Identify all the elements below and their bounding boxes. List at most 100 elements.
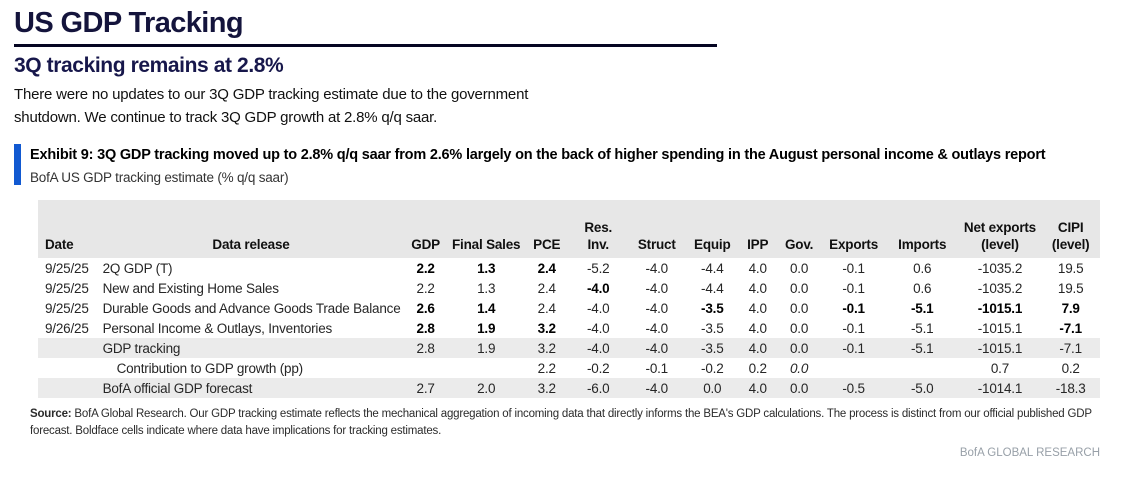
cell-equip: -4.4 bbox=[701, 280, 724, 296]
intro-line-1: There were no updates to our 3Q GDP trac… bbox=[14, 85, 529, 103]
cell-cipi: 19.5 bbox=[1057, 280, 1084, 296]
cell-res_inv: -4.0 bbox=[586, 280, 610, 296]
table-row: 9/25/25 2Q GDP (T) 2.2 1.3 2.4 -5.2 -4.0 -4.4 4.… bbox=[38, 258, 1100, 278]
cell-final_sales: 1.9 bbox=[447, 338, 525, 359]
cell-final_sales: 1.4 bbox=[477, 300, 496, 316]
cell-imports: 0.6 bbox=[913, 260, 932, 276]
column-header-date: Date bbox=[38, 200, 99, 259]
brand-footer: BofA GLOBAL RESEARCH bbox=[959, 447, 1100, 460]
cell-equip: 0.0 bbox=[686, 378, 739, 399]
cell-imports: 0.6 bbox=[913, 280, 932, 296]
column-header-net_exports: Net exports (level) bbox=[958, 200, 1042, 259]
cell-imports: -5.0 bbox=[885, 378, 959, 399]
cell-ipp: 0.2 bbox=[748, 360, 767, 376]
cell-gdp: 2.8 bbox=[416, 320, 435, 336]
column-header-release: Data release bbox=[98, 200, 404, 259]
cell-res_inv: -4.0 bbox=[586, 320, 610, 336]
cell-equip: -3.5 bbox=[701, 320, 724, 336]
cell-net_exports: -1015.1 bbox=[958, 338, 1042, 359]
cell-final_sales: 2.0 bbox=[447, 378, 525, 399]
cell-net_exports: 0.7 bbox=[990, 360, 1010, 376]
cell-exports: -0.1 bbox=[842, 320, 865, 336]
cell-res_inv: -6.0 bbox=[568, 378, 628, 399]
column-header-res_inv: Res. Inv. bbox=[568, 200, 628, 259]
cell-gov: 0.0 bbox=[790, 280, 809, 296]
cell-ipp: 4.0 bbox=[738, 338, 777, 359]
cell-gov: 0.0 bbox=[776, 338, 822, 359]
cell-release: GDP tracking bbox=[98, 338, 404, 359]
cell-release: Durable Goods and Advance Goods Trade Ba… bbox=[102, 300, 401, 316]
table-header: Date Data release GDP Final Sales PCE Res. In… bbox=[38, 200, 1100, 259]
cell-imports: -5.1 bbox=[885, 338, 959, 359]
table-row: 9/26/25 Personal Income & Outlays, Invent… bbox=[38, 318, 1100, 338]
cell-equip: -3.5 bbox=[686, 338, 739, 359]
column-header-cipi: CIPI (level) bbox=[1041, 200, 1100, 259]
table-row: GDP tracking 2.8 1.9 3.2 -4.0 -4.0 -3.5 4.0 0.0-… bbox=[38, 338, 1100, 359]
cell-imports: -5.1 bbox=[910, 300, 934, 316]
cell-equip: -4.4 bbox=[701, 260, 724, 276]
cell-ipp: 4.0 bbox=[748, 300, 767, 316]
cell-gdp bbox=[403, 358, 447, 378]
cell-release: New and Existing Home Sales bbox=[102, 280, 279, 296]
cell-struct: -4.0 bbox=[627, 378, 687, 399]
table-row: BofA official GDP forecast 2.7 2.0 3.2 -6.0-… bbox=[38, 378, 1100, 399]
cell-date: 9/25/25 bbox=[45, 280, 89, 296]
cell-pce: 3.2 bbox=[524, 338, 569, 359]
cell-release: Personal Income & Outlays, Inventories bbox=[102, 320, 333, 336]
cell-res_inv: -4.0 bbox=[568, 338, 628, 359]
cell-release: 2Q GDP (T) bbox=[102, 260, 173, 276]
cell-date: 9/25/25 bbox=[45, 300, 89, 316]
cell-cipi: 0.2 bbox=[1061, 360, 1080, 376]
source-label: Source: bbox=[30, 408, 72, 421]
column-header-imports: Imports bbox=[885, 200, 959, 259]
cell-final_sales bbox=[448, 358, 525, 378]
cell-net_exports: -1015.1 bbox=[977, 320, 1023, 336]
cell-struct: -4.0 bbox=[627, 338, 687, 359]
intro-paragraph: There were no updates to our 3Q GDP trac… bbox=[14, 83, 1134, 130]
exhibit-block: Exhibit 9: 3Q GDP tracking moved up to 2… bbox=[14, 144, 1134, 186]
cell-release: Contribution to GDP growth (pp) bbox=[116, 360, 304, 376]
cell-ipp: 4.0 bbox=[748, 280, 767, 296]
source-note: Source: BofA Global Research. Our GDP tr… bbox=[30, 406, 1102, 439]
cell-gov: 0.0 bbox=[790, 360, 809, 376]
cell-cipi: -7.1 bbox=[1041, 338, 1100, 359]
source-text: BofA Global Research. Our GDP tracking e… bbox=[30, 408, 1092, 437]
intro-line-2: shutdown. We continue to track 3Q GDP gr… bbox=[14, 109, 438, 127]
cell-gdp: 2.7 bbox=[403, 378, 448, 399]
cell-final_sales: 1.3 bbox=[477, 280, 496, 296]
cell-exports: -0.5 bbox=[821, 378, 886, 399]
column-header-struct: Struct bbox=[627, 200, 687, 259]
cell-cipi: 19.5 bbox=[1057, 260, 1084, 276]
cell-struct: -0.1 bbox=[645, 360, 669, 376]
cell-pce: 3.2 bbox=[524, 378, 569, 399]
cell-struct: -4.0 bbox=[645, 260, 669, 276]
cell-exports: -0.1 bbox=[842, 280, 865, 296]
cell-gov: 0.0 bbox=[790, 320, 809, 336]
cell-res_inv: -4.0 bbox=[586, 300, 610, 316]
cell-net_exports: -1014.1 bbox=[958, 378, 1042, 399]
table-row: Contribution to GDP growth (pp) 2.2 -0.2 -0… bbox=[38, 358, 1100, 378]
gdp-tracking-table: Date Data release GDP Final Sales PCE Res. In… bbox=[38, 200, 1100, 399]
cell-equip: -0.2 bbox=[701, 360, 724, 376]
cell-pce: 2.4 bbox=[537, 300, 556, 316]
cell-net_exports: -1035.2 bbox=[977, 280, 1023, 296]
cell-struct: -4.0 bbox=[645, 320, 669, 336]
cell-date: 9/25/25 bbox=[45, 260, 89, 276]
cell-release: BofA official GDP forecast bbox=[98, 378, 404, 399]
cell-imports: -5.1 bbox=[910, 320, 934, 336]
cell-ipp: 4.0 bbox=[738, 378, 777, 399]
cell-gov: 0.0 bbox=[790, 300, 809, 316]
table-header-row: Date Data release GDP Final Sales PCE Res. In… bbox=[38, 200, 1100, 259]
table-row: 9/25/25 New and Existing Home Sales 2.2 1.3… bbox=[38, 278, 1100, 298]
exhibit-accent-bar bbox=[14, 144, 21, 186]
column-header-final_sales: Final Sales bbox=[447, 200, 525, 259]
page-title: US GDP Tracking bbox=[14, 7, 244, 39]
cell-struct: -4.0 bbox=[645, 280, 669, 296]
cell-net_exports: -1015.1 bbox=[977, 300, 1023, 316]
column-header-exports: Exports bbox=[821, 200, 886, 259]
cell-final_sales: 1.3 bbox=[477, 260, 496, 276]
title-rule bbox=[14, 43, 717, 47]
cell-cipi: -7.1 bbox=[1059, 320, 1082, 336]
column-header-pce: PCE bbox=[524, 200, 569, 259]
